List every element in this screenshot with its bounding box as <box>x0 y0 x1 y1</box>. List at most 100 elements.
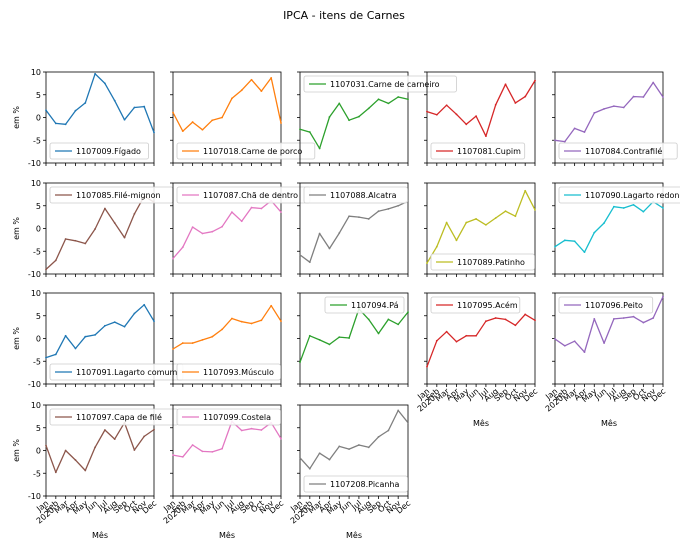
data-point <box>426 262 428 264</box>
data-point <box>485 320 487 323</box>
panel-5: 1107084.Contrafilé <box>552 71 678 166</box>
series-line <box>45 304 155 359</box>
data-point <box>172 348 174 350</box>
data-point <box>221 116 223 119</box>
data-point <box>348 448 350 451</box>
data-point <box>583 351 586 354</box>
data-point <box>250 78 253 81</box>
y-tick-label: 5 <box>36 424 41 433</box>
data-point <box>455 239 458 242</box>
data-point <box>84 102 87 104</box>
legend: 1107091.Lagarto comum <box>49 363 184 381</box>
legend-label: 1107089.Patinho <box>457 258 525 267</box>
series-line <box>45 195 155 270</box>
data-point <box>153 320 155 323</box>
data-point <box>240 429 243 432</box>
data-point <box>299 128 301 131</box>
legend: 1107081.Cupim <box>430 142 526 160</box>
series-line <box>554 201 664 253</box>
data-point <box>84 469 87 472</box>
data-point <box>475 115 477 118</box>
data-point <box>64 123 67 126</box>
data-point <box>348 337 350 339</box>
data-point <box>514 215 517 218</box>
data-point <box>524 189 527 192</box>
legend-label: 1107099.Costela <box>203 413 271 422</box>
data-point <box>328 343 331 346</box>
data-point <box>104 324 106 327</box>
data-point <box>74 459 77 461</box>
legend: 1107093.Músculo <box>176 363 281 381</box>
data-point <box>367 446 370 449</box>
legend-box <box>176 363 281 381</box>
data-point <box>45 268 47 271</box>
data-point <box>485 135 487 138</box>
figure-title: IPCA - itens de Carnes <box>283 9 405 22</box>
data-point <box>123 325 126 328</box>
y-tick-label: 0 <box>36 225 41 234</box>
data-point <box>84 335 87 338</box>
legend-label: 1107095.Acém <box>457 300 518 310</box>
data-point <box>397 204 400 207</box>
data-point <box>407 311 409 314</box>
series-line <box>172 200 282 259</box>
data-point <box>445 221 448 224</box>
data-point <box>554 139 556 142</box>
data-point <box>260 90 263 93</box>
data-point <box>642 96 645 98</box>
y-tick-label: -10 <box>28 159 41 168</box>
data-point <box>554 338 556 340</box>
data-point <box>613 205 615 208</box>
data-point <box>465 221 468 224</box>
data-point <box>54 122 57 125</box>
data-point <box>593 112 596 114</box>
data-point <box>603 107 605 110</box>
data-point <box>54 259 57 262</box>
y-axis-label: em % <box>12 439 21 462</box>
legend: 1107089.Patinho <box>430 253 535 271</box>
data-point <box>387 102 390 105</box>
data-point <box>407 421 409 424</box>
y-axis-label: em % <box>12 106 21 129</box>
data-point <box>504 318 507 321</box>
data-point <box>94 333 96 336</box>
series-line <box>172 420 282 458</box>
data-point <box>181 130 184 133</box>
data-point <box>338 445 341 448</box>
data-point <box>573 340 576 343</box>
data-point <box>465 123 468 126</box>
panel-8: 1107088.Alcatra <box>297 182 409 277</box>
data-point <box>250 427 253 430</box>
x-axis-label: Mês <box>601 418 617 428</box>
data-point <box>603 222 605 224</box>
legend: 1107097.Capa de filé <box>49 408 179 426</box>
data-point <box>524 95 527 98</box>
data-point <box>387 429 390 432</box>
data-point <box>318 147 321 150</box>
data-point <box>201 450 204 453</box>
legend-label: 1107090.Lagarto redondo <box>585 191 680 200</box>
data-point <box>435 339 438 342</box>
legend-box <box>430 253 535 271</box>
data-point <box>74 109 77 112</box>
series-line <box>45 73 155 133</box>
data-point <box>318 232 321 235</box>
data-point <box>54 353 57 356</box>
data-point <box>133 312 136 315</box>
data-point <box>534 319 536 322</box>
data-point <box>387 208 390 210</box>
data-point <box>231 97 233 100</box>
data-point <box>211 450 214 453</box>
data-point <box>191 121 194 123</box>
data-point <box>94 446 96 449</box>
data-point <box>358 115 360 118</box>
legend-label: 1107031.Carne de carneiro <box>330 80 440 89</box>
data-point <box>397 409 400 412</box>
data-point <box>280 320 282 323</box>
data-point <box>104 82 106 85</box>
data-point <box>191 342 194 344</box>
series-line <box>299 96 409 150</box>
legend-label: 1107087.Chã de dentro <box>203 191 298 200</box>
data-point <box>534 208 536 211</box>
series-line <box>299 409 409 470</box>
